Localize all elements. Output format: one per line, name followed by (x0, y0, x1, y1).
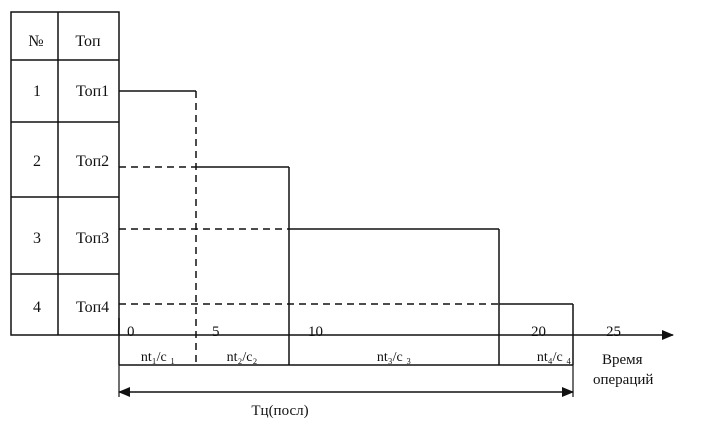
header-op: Топ (75, 33, 101, 50)
segment-label-4: nt₄/c ₄ (537, 350, 571, 365)
segment-label-1: nt₁/c ₁ (141, 350, 175, 365)
row-num: 1 (33, 83, 41, 100)
axis-tick-label: 10 (308, 324, 323, 340)
operations-table (10, 11, 120, 336)
axis-tick-label: 5 (212, 324, 220, 340)
row-op: Топ1 (76, 83, 109, 100)
axis-label-line1: Время (602, 352, 643, 368)
segment-label-3: nt₃/c ₃ (377, 350, 411, 365)
row-num: 3 (33, 230, 41, 247)
row-num: 4 (33, 299, 41, 316)
operation-3-bar (119, 228, 500, 365)
row-op: Топ3 (76, 230, 109, 247)
row-num: 2 (33, 153, 41, 170)
header-num: № (28, 33, 43, 50)
axis-tick-label: 20 (531, 324, 546, 340)
table-border (10, 11, 120, 336)
axis-label-line2: операций (593, 372, 653, 388)
row-op: Топ4 (76, 299, 109, 316)
operation-2-bar (119, 166, 290, 365)
segment-label-2: nt₂/c₂ (227, 350, 258, 365)
row-op: Топ2 (76, 153, 109, 170)
axis-tick-label: 0 (127, 324, 135, 340)
total-time-label: Тц(посл) (251, 403, 308, 419)
axis-tick-label: 25 (606, 324, 621, 340)
operation-1-bar (119, 90, 197, 365)
time-axis: 0 5 10 20 25 Время операций (118, 318, 674, 388)
